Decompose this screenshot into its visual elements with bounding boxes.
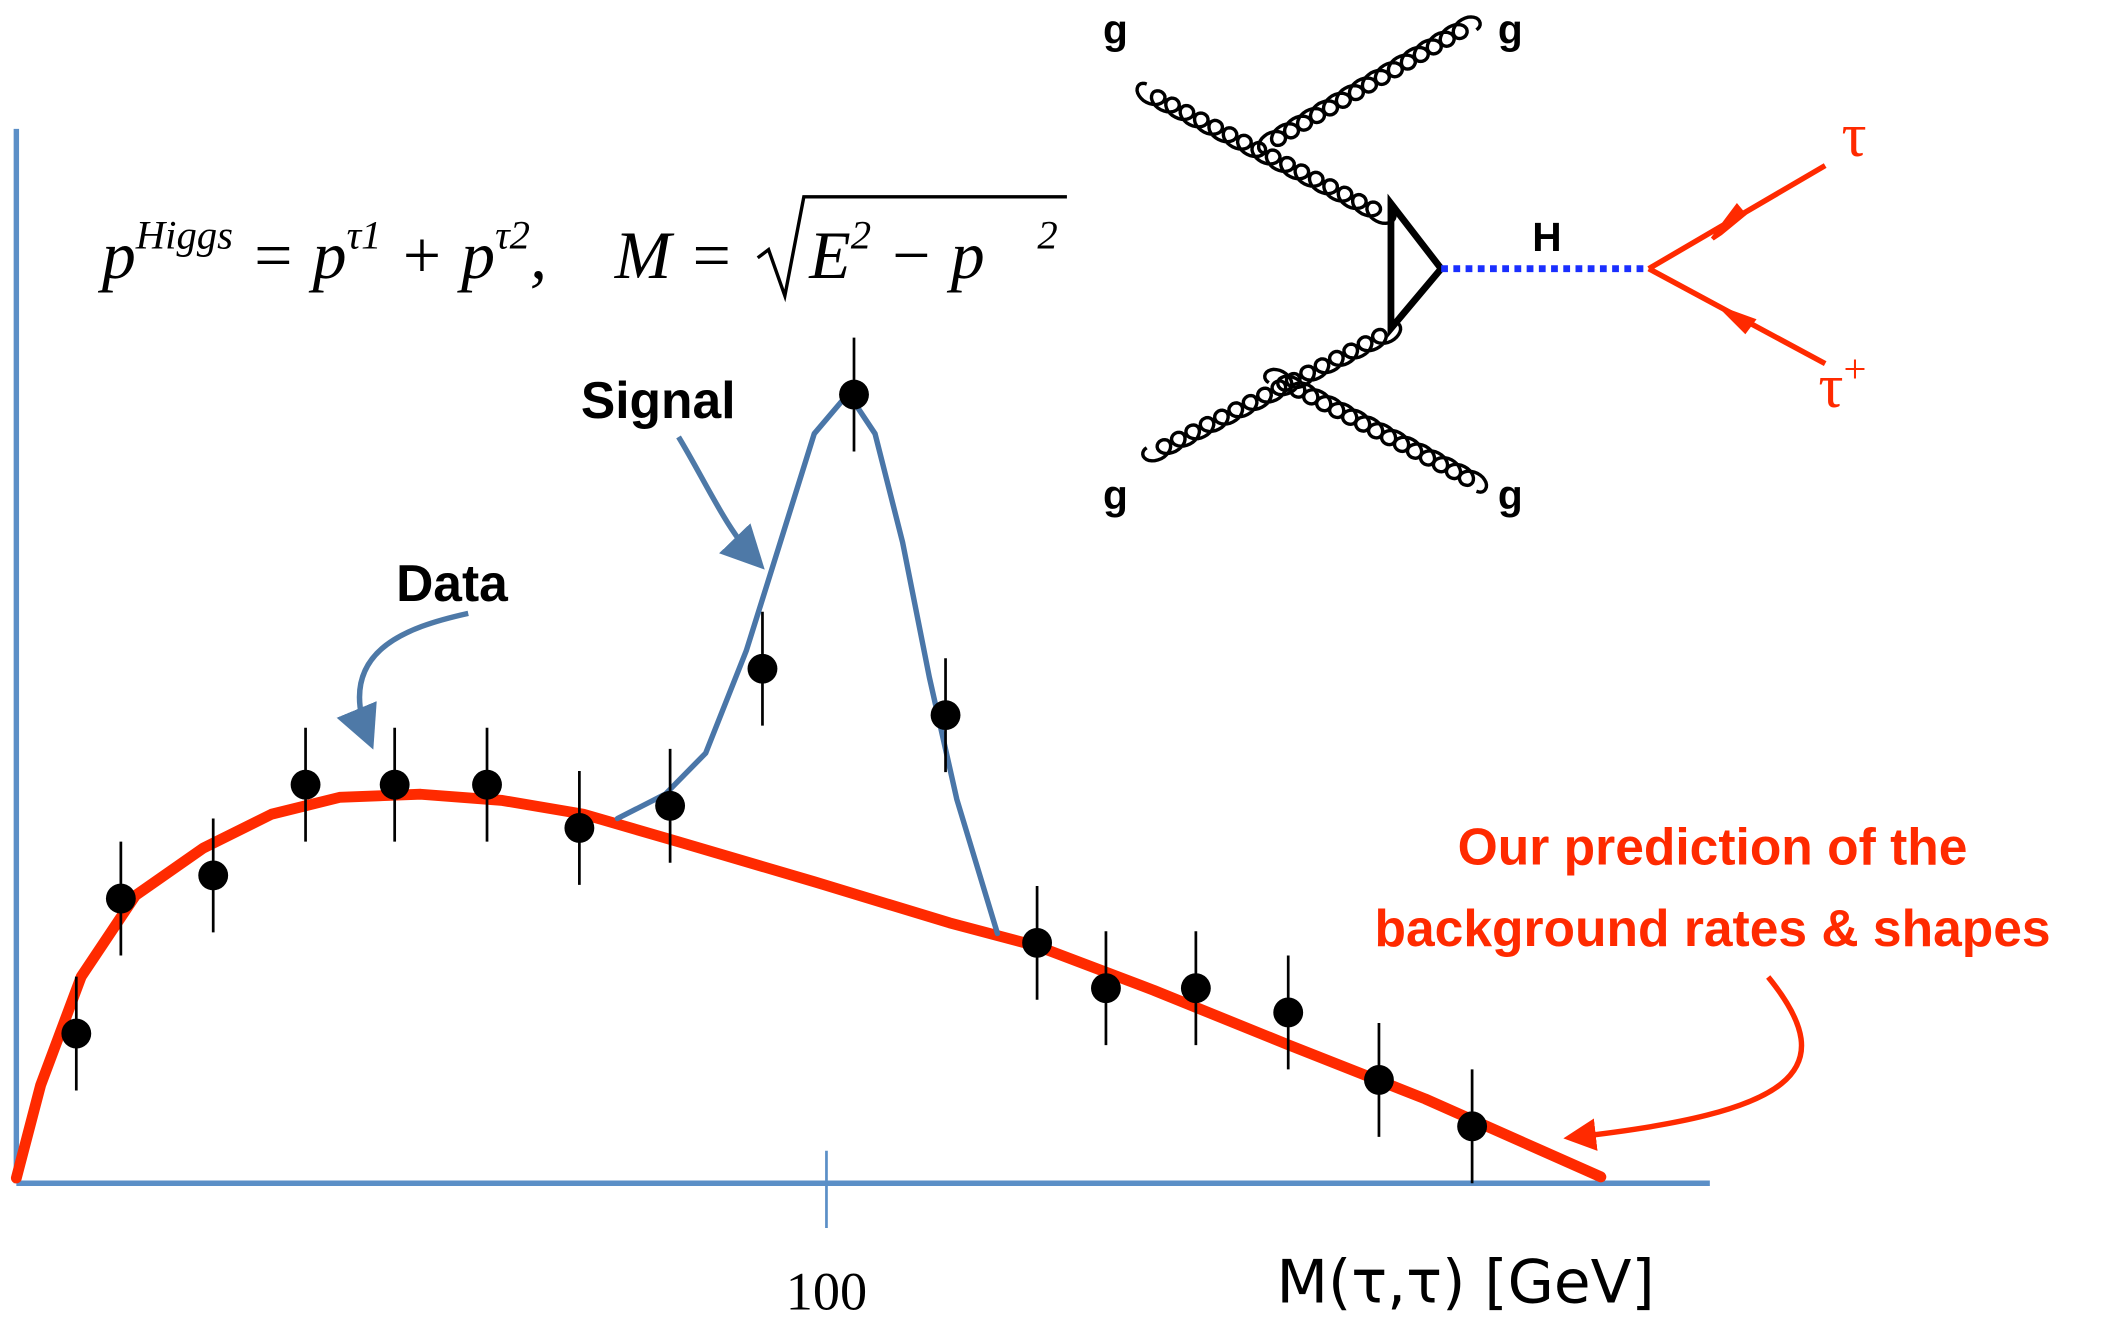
arrow — [1723, 309, 1753, 331]
lepton-label: τ — [1841, 100, 1866, 170]
data-point — [61, 1019, 91, 1049]
formula-token: Higgs — [135, 212, 233, 257]
data-point — [931, 700, 961, 730]
curve — [16, 794, 1601, 1178]
formula: pHiggs = pτ1 + pτ2, M = E2 − p⃗2 — [98, 197, 1067, 296]
annotation: Data — [396, 554, 508, 612]
data-point — [1181, 973, 1211, 1003]
data-point — [1273, 998, 1303, 1028]
formula-token: 2 — [1037, 212, 1057, 257]
gluon-label: g — [1103, 6, 1128, 52]
formula-token: p — [98, 218, 136, 293]
data-point — [198, 860, 228, 890]
data-point — [1022, 928, 1052, 958]
data-point — [655, 791, 685, 821]
gluon — [1143, 322, 1401, 461]
formula-token: E — [808, 218, 850, 293]
data-point — [380, 770, 410, 800]
data-point — [564, 813, 594, 843]
formula-text: E2 − p⃗2 — [808, 212, 1058, 293]
data-point — [106, 884, 136, 914]
lepton-label: τ+ — [1818, 347, 1866, 421]
triangle-loop — [1391, 204, 1441, 329]
formula-token: p⃗ — [947, 218, 1038, 293]
formula-token: τ2 — [495, 212, 530, 257]
x-tick-label: 100 — [786, 1261, 867, 1321]
formula-token: − — [871, 218, 951, 293]
annotation-arrow — [359, 613, 468, 739]
data-point — [839, 380, 869, 410]
gluon-label: g — [1498, 472, 1523, 518]
gluon-label: g — [1498, 6, 1523, 52]
formula-token: , M = — [530, 218, 751, 293]
data-point — [291, 770, 321, 800]
gluon — [1259, 17, 1480, 153]
formula-text: pHiggs = pτ1 + pτ2, M = — [98, 212, 751, 293]
boson-label: H — [1532, 214, 1561, 260]
data-point — [1457, 1111, 1487, 1141]
feynman-diagram: g g g g H τ τ+ — [1103, 6, 1866, 517]
data-point — [748, 654, 778, 684]
gluon-label: g — [1103, 472, 1128, 518]
formula-token: τ1 — [347, 212, 382, 257]
data-point — [1091, 973, 1121, 1003]
annotation-arrow — [1574, 977, 1801, 1137]
x-axis-label: M(τ,τ) [GeV] — [1276, 1249, 1654, 1318]
formula-token: = p — [233, 218, 347, 293]
arrow — [1713, 206, 1744, 239]
data-point — [1364, 1065, 1394, 1095]
annotation: background rates & shapes — [1375, 899, 2051, 957]
curve — [617, 394, 997, 934]
annotation-arrow — [679, 437, 758, 562]
annotation: Signal — [581, 371, 736, 429]
lepton-symbol: τ — [1818, 351, 1843, 421]
formula-token: + p — [381, 218, 495, 293]
annotation: Our prediction of the — [1458, 817, 1968, 875]
chart: g g g g H τ τ+ M(τ,τ) [GeV] Data Signal … — [0, 0, 2117, 1321]
page: g g g g H τ τ+ M(τ,τ) [GeV] Data Signal … — [0, 0, 2117, 1321]
formula-token: 2 — [851, 212, 871, 257]
lepton-charge: + — [1843, 347, 1866, 392]
data-point — [472, 770, 502, 800]
